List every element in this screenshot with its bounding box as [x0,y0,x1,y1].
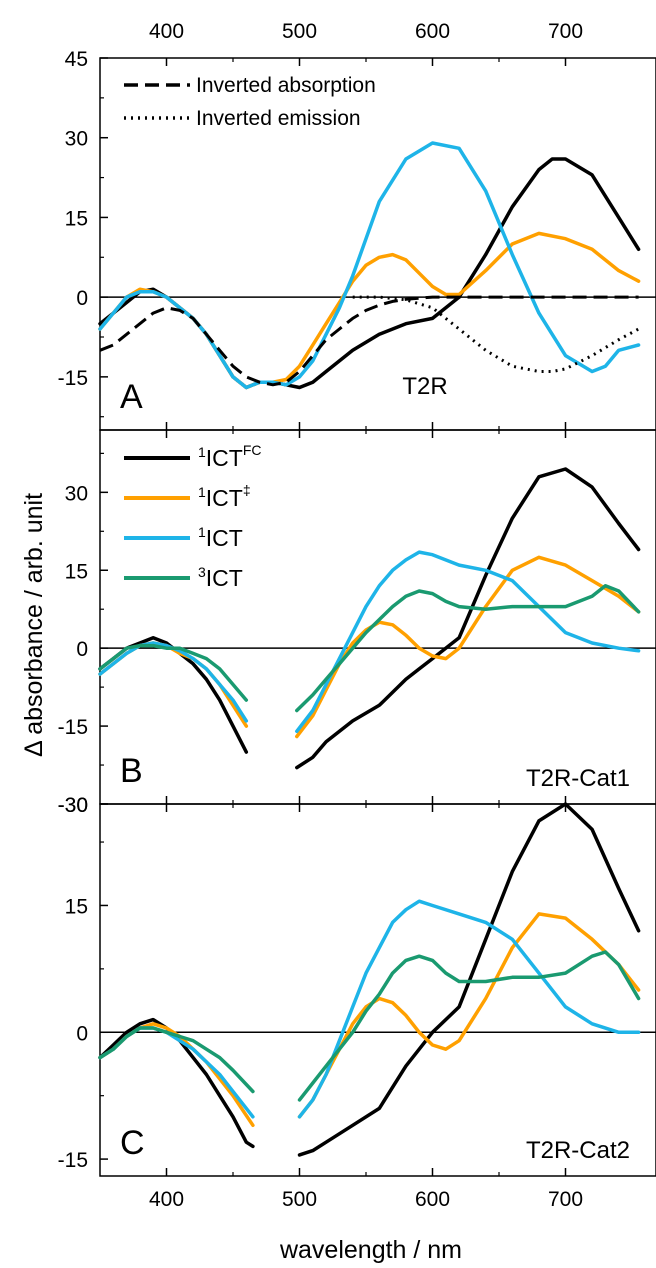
series-line [295,550,641,734]
legend-label: 1ICTFC [198,442,262,471]
x-tick-label: 500 [282,1188,317,1211]
x-tick-label: 700 [548,1188,583,1211]
panel-C: -30 15 0 -15 C T2R-Cat2 [58,794,656,1177]
y-tick-label: 0 [76,1022,88,1045]
series-line [297,899,641,1119]
sample-label: T2R-Cat2 [526,1137,630,1164]
series-line [98,643,249,702]
x-axis-top: 400 500 600 700 [149,20,583,43]
legend-label: Inverted absorption [196,74,376,97]
series-line [352,295,640,373]
panel-letter: B [120,752,143,790]
y-tick-label: 0 [76,287,88,310]
panel-B: 30 15 0 -15 -30 B T2R-Cat1 1ICTFC 1ICT‡ 1ICT 3ICT [58,429,656,817]
panel-frame [99,429,656,805]
x-tick-label-top: 400 [149,20,184,43]
legend-label: 3ICT [198,564,243,591]
panel-frame [99,57,656,431]
panel-letter: C [120,1124,145,1162]
panel-frame [99,803,656,1177]
x-tick-label-top: 700 [548,20,583,43]
y-tick-label: -30 [58,794,88,817]
y-tick-label: 15 [65,895,88,918]
y-axis-title: Δ absorbance / arb. unit [20,493,48,757]
series-line [295,555,641,739]
sample-label: T2R [402,373,447,400]
sample-label: T2R-Cat1 [526,765,630,792]
y-tick-label: 30 [65,482,88,505]
series-line [98,157,641,390]
y-tick-label: 30 [65,128,88,151]
series-line [99,295,639,387]
y-tick-label: -15 [58,367,88,390]
y-tick-label: 0 [76,638,88,661]
y-tick-label: 45 [65,48,88,71]
x-axis-title: wavelength / nm [279,1236,462,1264]
y-tick-label: -15 [58,716,88,739]
x-tick-label: 400 [149,1188,184,1211]
x-tick-label-top: 600 [415,20,450,43]
panel-letter: A [120,378,143,416]
y-tick-label: 15 [65,560,88,583]
series-line [297,802,641,1157]
series-line [295,584,641,713]
series-line [297,950,641,1102]
series-line [98,1026,255,1094]
x-tick-label: 600 [415,1188,450,1211]
legend-label: Inverted emission [196,107,361,130]
legend-label: 1ICT‡ [198,482,251,511]
series-line [295,467,641,770]
panel-A: 45 30 15 0 -15 A T2R Inverted absorption Inverte… [58,48,656,431]
x-tick-label-top: 500 [282,20,317,43]
y-tick-label: -30 [58,794,88,817]
y-tick-label: 15 [65,207,88,230]
x-axis-bottom: 400 500 600 700 [149,1188,583,1211]
series-line [98,141,641,390]
y-tick-label: -15 [58,1149,88,1172]
legend-label: 1ICT [198,524,243,551]
